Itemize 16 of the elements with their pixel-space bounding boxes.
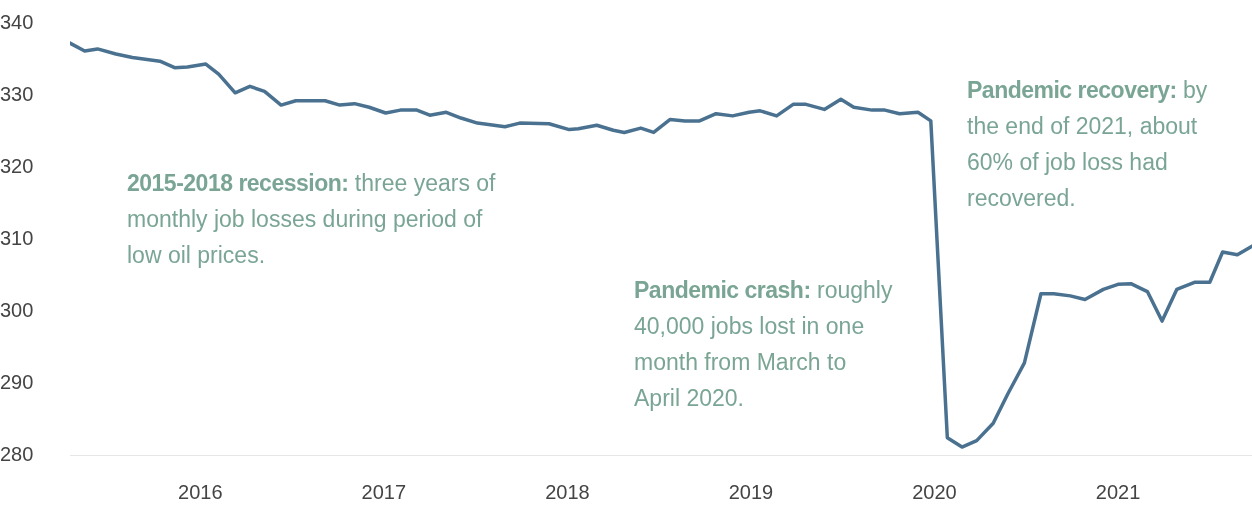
- y-tick-label: 320: [0, 154, 34, 177]
- annotation: Pandemic crash: roughly 40,000 jobs lost in one month from March to April 2020.: [634, 277, 893, 412]
- y-tick-label: 300: [0, 298, 34, 321]
- y-tick-label: 310: [0, 226, 34, 249]
- x-tick-label: 2019: [728, 480, 774, 503]
- x-tick-label: 2018: [545, 480, 590, 503]
- y-tick-label: 330: [0, 82, 34, 105]
- y-tick-label: 290: [0, 370, 34, 393]
- x-tick-label: 2016: [178, 480, 223, 503]
- y-tick-label: 280: [0, 442, 34, 465]
- x-tick-label: 2020: [912, 480, 957, 503]
- x-tick-label: 2017: [361, 480, 407, 503]
- y-tick-label: 340: [0, 10, 34, 33]
- x-tick-label: 2021: [1095, 480, 1141, 503]
- annotation: Pandemic recovery: by the end of 2021, about 60% of job loss had recovered.: [967, 77, 1208, 212]
- annotation: 2015-2018 recession: three years of monthly job losses during period of low oil prices.: [127, 170, 497, 269]
